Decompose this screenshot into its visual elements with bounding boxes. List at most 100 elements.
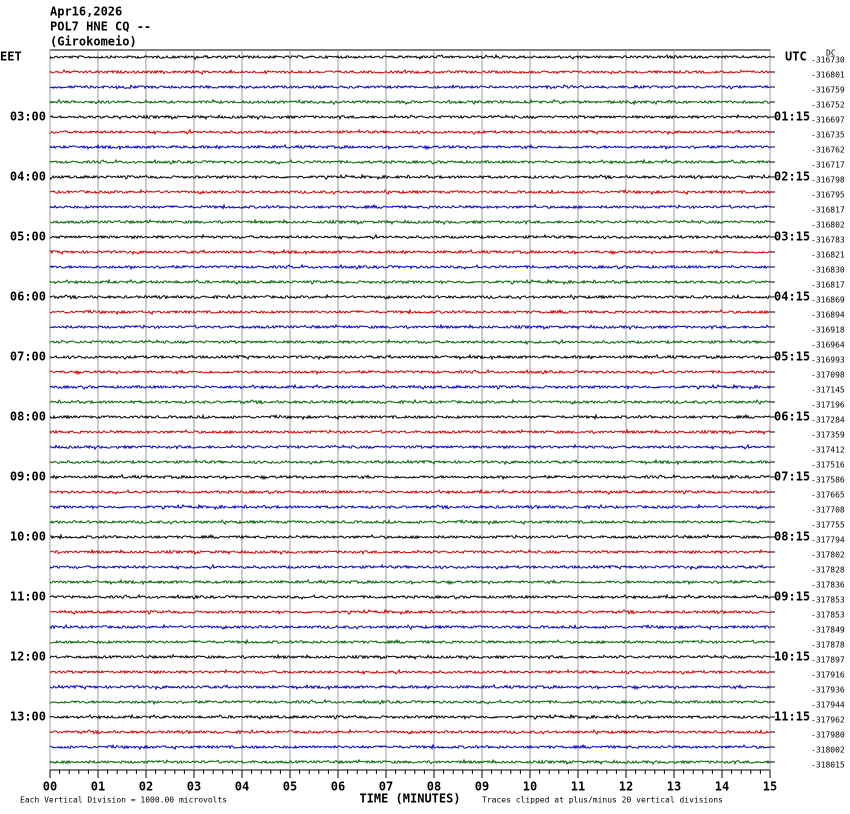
offset-label: -317853 xyxy=(811,596,845,605)
trace xyxy=(49,728,771,736)
offset-label: -317936 xyxy=(811,686,845,695)
right-hour-label: 03:15 xyxy=(774,230,810,244)
left-hour-label: 04:00 xyxy=(10,170,46,184)
offset-label: -316869 xyxy=(811,296,845,305)
x-tick-label: 07 xyxy=(379,780,393,794)
footer-scale: Each Vertical Division = 1000.00 microvo… xyxy=(20,796,227,805)
x-axis-label: TIME (MINUTES) xyxy=(359,792,460,806)
trace xyxy=(49,113,771,121)
offset-label: -317980 xyxy=(811,731,845,740)
trace xyxy=(49,638,771,646)
trace xyxy=(49,443,771,451)
offset-label: -316798 xyxy=(811,176,845,185)
trace xyxy=(49,173,771,181)
trace xyxy=(49,98,771,106)
title-location: (Girokomeio) xyxy=(50,35,137,49)
x-tick-label: 02 xyxy=(139,780,153,794)
offset-label: -316759 xyxy=(811,86,845,95)
offset-label: -317098 xyxy=(811,371,845,380)
offset-label: -318002 xyxy=(811,746,845,755)
right-hour-label: 04:15 xyxy=(774,290,810,304)
offset-label: -317836 xyxy=(811,581,845,590)
trace xyxy=(49,398,771,406)
left-hour-label: 12:00 xyxy=(10,650,46,664)
x-tick-label: 00 xyxy=(43,780,57,794)
offset-label: -317878 xyxy=(811,641,845,650)
x-tick-label: 09 xyxy=(475,780,489,794)
left-hour-label: 06:00 xyxy=(10,290,46,304)
offset-label: -317897 xyxy=(811,656,845,665)
right-hour-label: 02:15 xyxy=(774,170,810,184)
trace xyxy=(49,83,771,90)
left-hour-label: 07:00 xyxy=(10,350,46,364)
right-hour-label: 01:15 xyxy=(774,110,810,124)
offset-label: -317359 xyxy=(811,431,845,440)
trace xyxy=(49,683,771,691)
trace xyxy=(49,473,771,481)
x-tick-label: 05 xyxy=(283,780,297,794)
offset-label: -316817 xyxy=(811,206,845,215)
right-hour-label: 09:15 xyxy=(774,590,810,604)
offset-label: -317284 xyxy=(811,416,845,425)
trace xyxy=(49,563,771,571)
offset-label: -316964 xyxy=(811,341,845,350)
offset-label: -316830 xyxy=(811,266,845,275)
trace xyxy=(49,743,771,751)
x-tick-label: 10 xyxy=(523,780,537,794)
offset-label: -316717 xyxy=(811,161,845,170)
left-hour-label: 10:00 xyxy=(10,530,46,544)
offset-label: -317916 xyxy=(811,671,845,680)
offset-label: -316752 xyxy=(811,101,845,110)
x-tick-label: 13 xyxy=(667,780,681,794)
offset-label: -316802 xyxy=(811,221,845,230)
offset-label: -316735 xyxy=(811,131,845,140)
offset-label: -317962 xyxy=(811,716,845,725)
left-hour-label: 03:00 xyxy=(10,110,46,124)
right-hour-label: 11:15 xyxy=(774,710,810,724)
x-tick-label: 12 xyxy=(619,780,633,794)
offset-label: -317665 xyxy=(811,491,845,500)
offset-header: DC xyxy=(826,49,836,58)
trace xyxy=(49,518,771,526)
offset-label: -318015 xyxy=(811,761,845,770)
trace xyxy=(49,263,771,271)
trace xyxy=(49,593,771,600)
offset-label: -317196 xyxy=(811,401,845,410)
left-timezone: EET xyxy=(0,50,22,64)
trace xyxy=(49,578,771,586)
trace xyxy=(49,353,771,361)
offset-label: -316801 xyxy=(811,71,845,80)
offset-label: -316918 xyxy=(811,326,845,335)
trace xyxy=(49,698,771,706)
trace xyxy=(49,143,771,151)
right-hour-label: 05:15 xyxy=(774,350,810,364)
offset-label: -316821 xyxy=(811,251,845,260)
trace xyxy=(49,188,771,196)
trace xyxy=(49,713,770,721)
trace xyxy=(49,278,771,286)
offset-label: -317802 xyxy=(811,551,845,560)
trace xyxy=(49,233,771,241)
offset-label: -316697 xyxy=(811,116,845,125)
offset-label: -317145 xyxy=(811,386,845,395)
x-tick-label: 06 xyxy=(331,780,345,794)
trace xyxy=(49,428,771,436)
trace xyxy=(49,533,771,541)
trace xyxy=(49,218,771,226)
trace xyxy=(49,383,771,391)
offset-label: -317755 xyxy=(811,521,845,530)
title-station: POL7 HNE CQ -- xyxy=(50,20,151,34)
offset-label: -317828 xyxy=(811,566,845,575)
offset-label: -316817 xyxy=(811,281,845,290)
trace xyxy=(49,338,771,346)
trace xyxy=(49,488,771,496)
x-tick-label: 03 xyxy=(187,780,201,794)
grid xyxy=(49,49,771,778)
offset-label: -316894 xyxy=(811,311,845,320)
x-tick-label: 11 xyxy=(571,780,585,794)
trace xyxy=(49,413,771,421)
offset-label: -317708 xyxy=(811,506,845,515)
offset-label: -317412 xyxy=(811,446,845,455)
footer-clip: Traces clipped at plus/minus 20 vertical… xyxy=(482,796,723,805)
